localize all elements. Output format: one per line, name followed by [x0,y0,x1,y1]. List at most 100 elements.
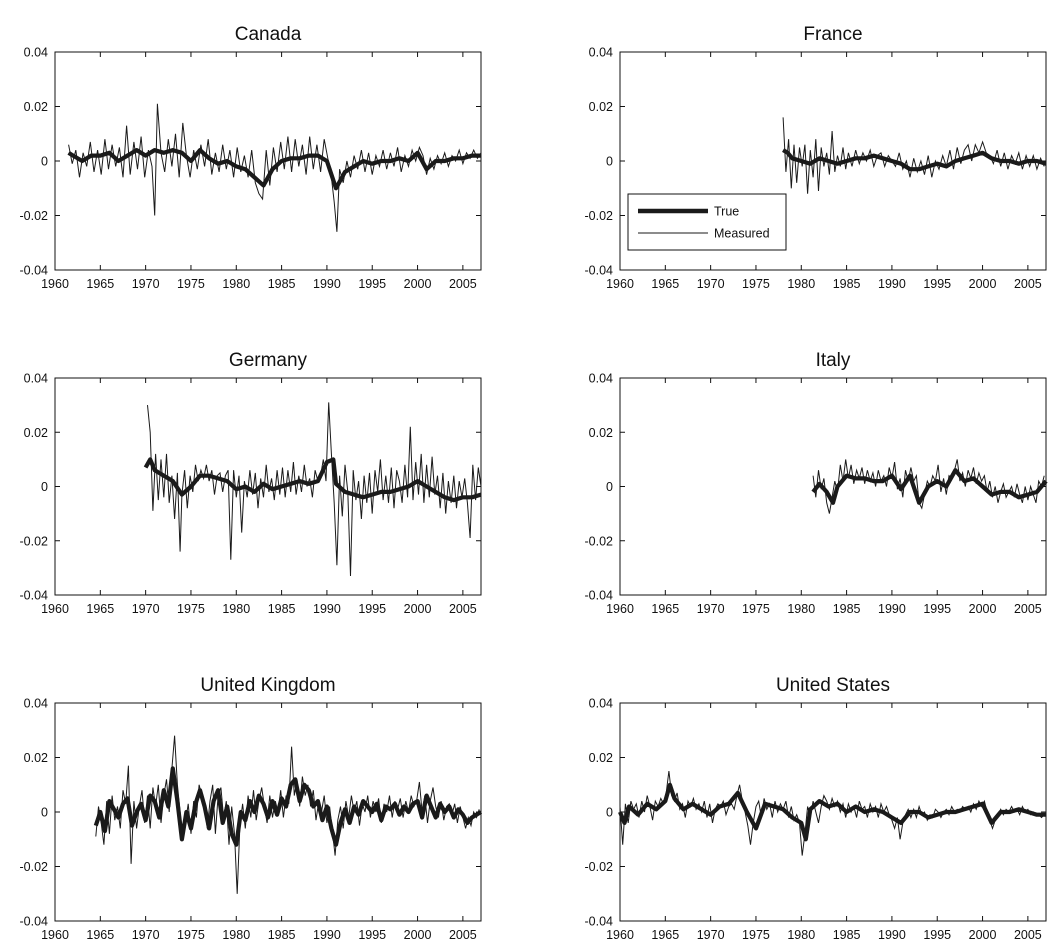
legend: True Measured [627,193,787,251]
x-tick-label: 1970 [132,928,160,942]
x-tick-label: 1995 [358,928,386,942]
x-tick-label: 2005 [449,602,477,616]
x-tick-label: 1980 [222,277,250,291]
x-tick-label: 1960 [606,602,634,616]
chart-panel-4: United Kingdom 1960 1965 1970 1975 1980 1985 19… [20,675,483,942]
chart-title: United States [776,675,890,696]
chart-title: United Kingdom [200,675,335,696]
chart-panel-3: Italy 1960 1965 1970 1975 1980 1985 1990 1995 200… [585,350,1048,616]
chart-panel-0: Canada 1960 1965 1970 1975 1980 1985 1990 1995 20… [20,24,482,291]
x-tick-label: 2000 [969,928,997,942]
legend-label: Measured [714,227,770,241]
x-tick-label: 2000 [969,602,997,616]
y-tick-label: 0.02 [24,426,48,440]
x-tick-label: 1990 [878,602,906,616]
y-tick-label: 0 [606,480,613,494]
x-tick-label: 1975 [177,277,205,291]
series-line-true [143,457,482,503]
series-line-measured [782,117,1045,194]
chart-panel-1: France 1960 1965 1970 1975 1980 1985 1990 1995 20… [585,24,1047,291]
y-tick-label: -0.02 [20,534,49,548]
x-tick-label: 1985 [268,602,296,616]
legend-label: True [714,205,739,219]
y-tick-label: 0.02 [24,751,48,765]
y-tick-label: 0 [41,806,48,820]
y-tick-label: -0.02 [20,860,49,874]
x-tick-label: 2000 [404,602,432,616]
x-tick-label: 1965 [651,928,679,942]
x-tick-label: 1970 [132,602,160,616]
chart-title: Canada [235,24,302,45]
x-tick-label: 1990 [878,277,906,291]
x-tick-label: 1960 [41,602,69,616]
y-tick-label: 0.02 [589,100,613,114]
x-tick-label: 2000 [969,277,997,291]
x-tick-label: 2005 [449,277,477,291]
series-line-measured [619,771,1045,856]
y-tick-label: 0.02 [589,751,613,765]
x-tick-label: 2000 [404,277,432,291]
x-tick-label: 1995 [358,602,386,616]
x-tick-label: 1965 [86,928,114,942]
x-tick-label: 1995 [923,602,951,616]
chart-title: France [803,24,862,45]
x-tick-label: 2005 [1014,277,1042,291]
y-tick-label: 0.04 [589,372,613,386]
series-line-true [782,148,1047,172]
series-line-true [93,766,483,847]
y-tick-label: 0.04 [24,697,48,711]
y-tick-label: -0.04 [585,264,614,278]
y-tick-label: -0.04 [20,589,49,603]
x-tick-label: 1965 [651,277,679,291]
x-tick-label: 1975 [177,602,205,616]
x-tick-label: 1960 [41,277,69,291]
y-tick-label: -0.04 [20,915,49,929]
x-tick-label: 1970 [697,602,725,616]
y-tick-label: -0.02 [585,534,614,548]
series-line-true [618,782,1046,842]
x-tick-label: 1960 [41,928,69,942]
y-tick-label: -0.02 [585,209,614,223]
y-tick-label: 0.02 [24,100,48,114]
x-tick-label: 1990 [313,277,341,291]
x-tick-label: 1990 [313,928,341,942]
x-tick-label: 1965 [86,602,114,616]
x-tick-label: 1995 [923,277,951,291]
x-tick-label: 1980 [787,602,815,616]
x-tick-label: 1995 [358,277,386,291]
x-tick-label: 1970 [132,277,160,291]
chart-panel-2: Germany 1960 1965 1970 1975 1980 1985 1990 1995 2… [20,350,482,616]
series-line-measured [68,103,482,232]
x-tick-label: 1985 [833,928,861,942]
series-line-true [67,148,481,191]
x-tick-label: 1970 [697,928,725,942]
x-tick-label: 1965 [86,277,114,291]
x-tick-label: 1975 [742,277,770,291]
x-tick-label: 1985 [268,928,296,942]
y-tick-label: 0.04 [24,372,48,386]
y-tick-label: -0.02 [20,209,49,223]
y-tick-label: -0.04 [585,589,614,603]
x-tick-label: 2005 [1014,602,1042,616]
x-tick-label: 2005 [449,928,477,942]
x-tick-label: 1980 [222,602,250,616]
chart-panel-5: United States 1960 1965 1970 1975 1980 1985 199… [585,675,1047,942]
chart-title: Italy [816,350,851,371]
y-tick-label: 0 [606,806,613,820]
x-tick-label: 1980 [787,928,815,942]
x-tick-label: 1960 [606,928,634,942]
x-tick-label: 1965 [651,602,679,616]
chart-title: Germany [229,350,308,371]
x-tick-label: 1985 [833,277,861,291]
x-tick-label: 1960 [606,277,634,291]
x-tick-label: 1980 [222,928,250,942]
y-tick-label: 0 [41,480,48,494]
y-tick-label: 0.04 [24,46,48,60]
y-tick-label: 0 [606,155,613,169]
y-tick-label: -0.04 [585,915,614,929]
y-tick-label: 0.04 [589,697,613,711]
x-tick-label: 1995 [923,928,951,942]
y-tick-label: -0.04 [20,264,49,278]
y-tick-label: 0.04 [589,46,613,60]
x-tick-label: 1990 [313,602,341,616]
